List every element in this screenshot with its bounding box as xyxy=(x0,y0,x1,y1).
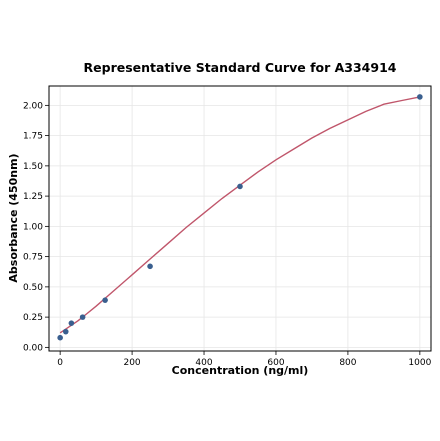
y-tick-label: 0.75 xyxy=(23,253,43,263)
data-point xyxy=(68,320,75,326)
fit-curve xyxy=(59,96,420,334)
data-point xyxy=(417,94,423,100)
data-point xyxy=(57,334,63,341)
y-tick-label: 1.75 xyxy=(23,132,43,142)
grid xyxy=(49,86,431,351)
data-point xyxy=(237,183,243,190)
x-tick-label: 200 xyxy=(123,358,140,368)
y-tick-label: 0.25 xyxy=(23,313,43,323)
y-tick-label: 1.25 xyxy=(23,192,43,202)
chart-title: Representative Standard Curve for A33491… xyxy=(84,60,397,75)
x-tick-label: 600 xyxy=(267,358,284,368)
x-tick-label: 800 xyxy=(339,358,356,368)
y-tick-label: 1.50 xyxy=(23,162,43,172)
data-point xyxy=(147,263,153,270)
y-tick-label: 1.00 xyxy=(23,222,43,232)
data-point xyxy=(102,297,108,303)
x-tick-label: 0 xyxy=(57,358,63,368)
points-layer xyxy=(57,94,423,341)
y-tick-label: 0.50 xyxy=(23,283,43,293)
x-axis-ticks: 0 200 400 600 800 1000 xyxy=(57,351,432,368)
y-axis-label: Absorbance (450nm) xyxy=(7,153,20,282)
y-tick-label: 2.00 xyxy=(23,101,43,111)
plot-frame xyxy=(48,85,432,352)
data-point xyxy=(79,314,86,320)
x-tick-label: 1000 xyxy=(408,358,431,368)
x-tick-label: 400 xyxy=(195,358,212,368)
curve-layer xyxy=(59,96,420,334)
y-tick-label: 0.00 xyxy=(23,343,43,353)
y-axis-ticks: 0.00 0.25 0.50 0.75 1.00 1.25 1.50 1.75 2.00 xyxy=(23,101,49,353)
x-axis-label: Concentration (ng/ml) xyxy=(172,364,309,377)
data-point xyxy=(62,328,69,335)
